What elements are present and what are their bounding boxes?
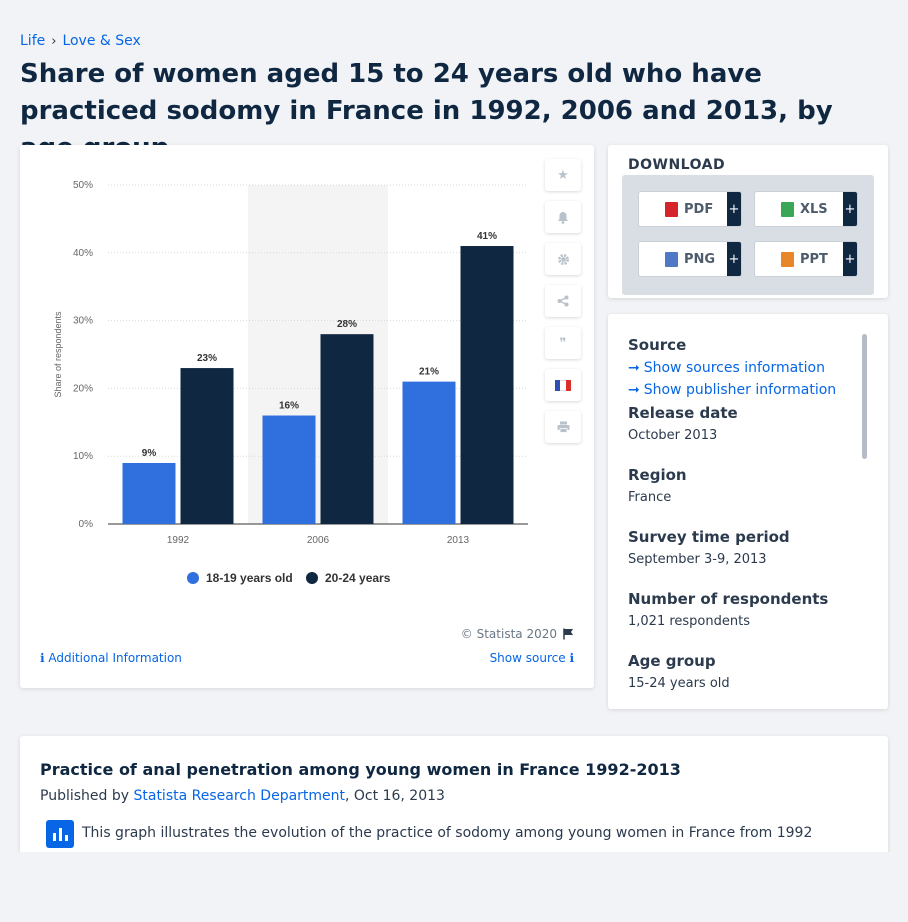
gear-icon[interactable] (545, 243, 581, 275)
data-label: 23% (197, 353, 217, 364)
chart-card: 0% 10% 20% 30% 40% 50% Share of respondents 9% 2… (20, 145, 594, 688)
breadcrumb-life[interactable]: Life (20, 33, 46, 49)
statistic-details: Source ➞ Show sources information ➞ Show p… (628, 336, 858, 714)
statistic-details-card: Source ➞ Show sources information ➞ Show p… (608, 314, 888, 709)
region-heading: Region (628, 466, 687, 484)
additional-information-link[interactable]: ℹ Additional Information (40, 651, 182, 665)
show-source-label: Show source (489, 651, 566, 665)
chart-toolbar: ★ ❞ (545, 159, 581, 453)
arrow-right-icon: ➞ (628, 382, 640, 398)
quote-icon[interactable]: ❞ (545, 327, 581, 359)
source-heading: Source (628, 336, 687, 354)
show-source-link[interactable]: Show source ℹ (490, 651, 574, 665)
survey-period-value: September 3-9, 2013 (628, 552, 767, 567)
bottom-bar (0, 852, 908, 922)
chart-icon (46, 820, 74, 848)
y-tick-label: 10% (73, 451, 93, 462)
download-xls-button[interactable]: XLS + (754, 191, 858, 227)
download-buttons: PDF + XLS + PNG + PPT + (622, 175, 874, 295)
bar (460, 246, 514, 524)
breadcrumb: Life › Love & Sex (20, 33, 141, 49)
download-pdf-label: PDF (684, 201, 714, 217)
xls-file-icon (781, 201, 794, 217)
info-icon: ℹ (40, 651, 45, 665)
star-icon[interactable]: ★ (545, 159, 581, 191)
bell-icon[interactable] (545, 201, 581, 233)
plus-icon: + (843, 242, 857, 276)
age-group-value: 15-24 years old (628, 676, 730, 691)
published-by-label: Published by (40, 788, 130, 804)
print-icon[interactable] (545, 411, 581, 443)
x-tick-label: 2006 (307, 535, 330, 546)
copyright: © Statista 2020 (461, 627, 574, 641)
show-sources-label: Show sources information (643, 360, 825, 376)
respondents-value: 1,021 respondents (628, 614, 750, 629)
legend-marker (306, 572, 318, 584)
france-flag-icon[interactable] (545, 369, 581, 401)
ppt-file-icon (781, 251, 794, 267)
show-publisher-label: Show publisher information (643, 382, 837, 398)
y-tick-label: 50% (73, 180, 93, 191)
plus-icon: + (727, 192, 741, 226)
x-tick-label: 2013 (447, 535, 470, 546)
page-title: Share of women aged 15 to 24 years old w… (20, 59, 833, 163)
png-file-icon (665, 251, 678, 267)
download-ppt-button[interactable]: PPT + (754, 241, 858, 277)
page-header: Life › Love & Sex Share of women aged 15… (0, 0, 908, 163)
description-card: Practice of anal penetration among young… (20, 736, 888, 856)
release-date-heading: Release date (628, 404, 738, 422)
share-icon[interactable] (545, 285, 581, 317)
bar (402, 381, 456, 524)
plus-icon: + (843, 192, 857, 226)
bar-chart: 0% 10% 20% 30% 40% 50% Share of respondents 9% 2… (53, 180, 528, 585)
description-title: Practice of anal penetration among young… (40, 760, 681, 779)
y-tick-label: 30% (73, 316, 93, 327)
show-sources-link[interactable]: ➞ Show sources information (628, 360, 858, 376)
region-value: France (628, 490, 672, 505)
respondents-heading: Number of respondents (628, 590, 829, 608)
scrollbar[interactable] (862, 334, 867, 459)
bar (320, 334, 374, 524)
bar (180, 368, 234, 524)
survey-period-heading: Survey time period (628, 528, 790, 546)
bar (262, 415, 316, 524)
data-label: 21% (419, 367, 439, 378)
x-tick-label: 1992 (167, 535, 190, 546)
y-tick-label: 20% (73, 383, 93, 394)
arrow-right-icon: ➞ (628, 360, 640, 376)
data-label: 9% (142, 448, 157, 459)
y-axis-label: Share of respondents (53, 311, 63, 398)
download-ppt-label: PPT (800, 251, 828, 267)
data-label: 41% (477, 231, 497, 242)
breadcrumb-love-sex[interactable]: Love & Sex (62, 33, 141, 49)
legend-label: 20-24 years (325, 571, 391, 585)
data-label: 28% (337, 319, 357, 330)
legend-label: 18-19 years old (206, 571, 293, 585)
pdf-file-icon (665, 201, 678, 217)
download-xls-label: XLS (800, 201, 828, 217)
info-icon: ℹ (569, 651, 574, 665)
age-group-heading: Age group (628, 652, 716, 670)
download-png-label: PNG (684, 251, 716, 267)
description-text: This graph illustrates the evolution of … (82, 825, 813, 841)
publish-date: , Oct 16, 2013 (345, 788, 445, 804)
copyright-text: © Statista 2020 (460, 627, 557, 641)
download-card: DOWNLOAD PDF + XLS + PNG + PPT + (608, 145, 888, 298)
release-date-value: October 2013 (628, 428, 718, 443)
show-publisher-link[interactable]: ➞ Show publisher information (628, 382, 858, 398)
download-png-button[interactable]: PNG + (638, 241, 742, 277)
legend-marker (187, 572, 199, 584)
download-title: DOWNLOAD (628, 157, 726, 173)
download-pdf-button[interactable]: PDF + (638, 191, 742, 227)
breadcrumb-separator: › (51, 33, 57, 49)
bar (122, 462, 176, 524)
additional-information-label: Additional Information (48, 651, 182, 665)
y-tick-label: 40% (73, 248, 93, 259)
flag-icon[interactable] (563, 628, 574, 640)
published-by: Published by Statista Research Departmen… (40, 788, 445, 804)
plus-icon: + (727, 242, 741, 276)
publisher-link[interactable]: Statista Research Department (133, 788, 346, 804)
y-tick-label: 0% (79, 519, 94, 530)
data-label: 16% (279, 401, 299, 412)
